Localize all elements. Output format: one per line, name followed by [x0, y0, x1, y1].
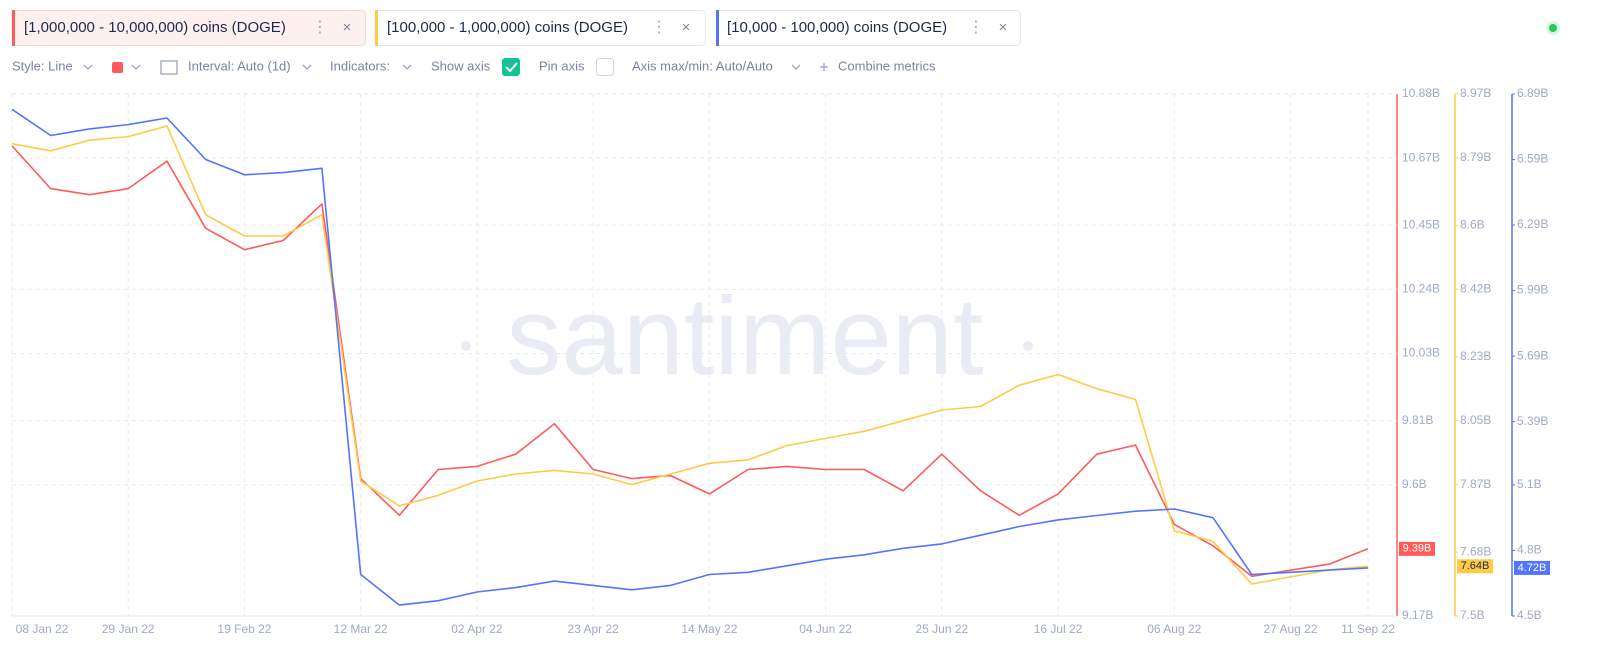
x-tick-label: 11 Sep 22	[1341, 622, 1395, 636]
tab-label: [100,000 - 1,000,000) coins (DOGE)	[387, 19, 628, 36]
value-badge	[1399, 541, 1435, 556]
y-tick-label: 8.42B	[1460, 281, 1491, 295]
series-line	[11, 125, 1369, 585]
x-tick-label: 23 Apr 22	[567, 622, 619, 636]
axis-select[interactable]: Axis max/min: Auto/Auto	[632, 58, 773, 73]
y-tick-label: 7.5B	[1460, 608, 1485, 622]
y-tick-label: 5.39B	[1517, 414, 1548, 428]
show-axis-label: Show axis	[431, 58, 491, 73]
x-tick-label: 14 May 22	[681, 622, 737, 636]
status-dot	[1549, 24, 1557, 32]
x-tick-label: 19 Feb 22	[217, 622, 271, 636]
y-tick-label: 10.88B	[1402, 86, 1440, 100]
y-tick-label: 5.99B	[1517, 283, 1548, 297]
y-tick-label: 7.87B	[1460, 477, 1491, 491]
svg-text:×: ×	[682, 19, 691, 36]
value-label: 9.39B	[1403, 543, 1432, 555]
style-select[interactable]: Style: Line	[12, 58, 73, 73]
combine-metrics[interactable]: Combine metrics	[838, 58, 936, 73]
y-tick-label: 9.81B	[1402, 413, 1433, 427]
series-line	[11, 145, 1369, 578]
pin-axis-checkbox[interactable]	[596, 58, 614, 76]
indicators-select[interactable]: Indicators:	[330, 58, 390, 73]
series-line	[11, 108, 1369, 606]
metric-tab[interactable]: [100,000 - 1,000,000) coins (DOGE) ⋮ ×	[375, 10, 706, 46]
toolbar: Style: Line Interval: Auto (1d) Indicato…	[12, 58, 936, 76]
svg-text:×: ×	[999, 19, 1008, 36]
y-tick-label: 6.29B	[1517, 217, 1548, 231]
y-tick-label: 4.5B	[1517, 608, 1542, 622]
y-tick-label: 8.79B	[1460, 150, 1491, 164]
y-tick-label: 10.03B	[1402, 346, 1440, 360]
watermark: santiment	[507, 275, 984, 398]
x-tick-label: 27 Aug 22	[1263, 622, 1317, 636]
x-tick-label: 08 Jan 22	[16, 622, 69, 636]
tab-label: [1,000,000 - 10,000,000) coins (DOGE)	[24, 19, 286, 36]
y-tick-label: 8.23B	[1460, 349, 1491, 363]
svg-text:⋮: ⋮	[968, 19, 984, 36]
value-label: 4.72B	[1518, 562, 1547, 574]
svg-text:⋮: ⋮	[651, 19, 667, 36]
y-tick-label: 8.05B	[1460, 413, 1491, 427]
metric-tab[interactable]: [10,000 - 100,000) coins (DOGE) ⋮ ×	[716, 10, 1021, 46]
value-badge	[1514, 560, 1550, 575]
x-tick-label: 25 Jun 22	[915, 622, 968, 636]
y-tick-label: 10.67B	[1402, 150, 1440, 164]
y-tick-label: 4.8B	[1517, 543, 1542, 557]
pin-axis-label: Pin axis	[539, 58, 585, 73]
svg-text:×: ×	[343, 19, 352, 36]
y-tick-label: 8.6B	[1460, 218, 1485, 232]
y-tick-label: 5.69B	[1517, 348, 1548, 362]
y-tick-label: 7.68B	[1460, 544, 1491, 558]
x-tick-label: 29 Jan 22	[102, 622, 155, 636]
y-tick-label: 6.59B	[1517, 152, 1548, 166]
show-axis-checkbox[interactable]	[502, 58, 520, 76]
interval-select[interactable]: Interval: Auto (1d)	[188, 58, 291, 73]
y-tick-label: 8.97B	[1460, 86, 1491, 100]
x-tick-label: 04 Jun 22	[799, 622, 852, 636]
value-badge	[1457, 559, 1493, 574]
y-tick-label: 10.45B	[1402, 217, 1440, 231]
value-label: 7.64B	[1461, 560, 1490, 572]
tab-label: [10,000 - 100,000) coins (DOGE)	[727, 19, 947, 36]
x-tick-label: 16 Jul 22	[1034, 622, 1083, 636]
svg-text:⋮: ⋮	[312, 19, 328, 36]
y-tick-label: 9.6B	[1402, 477, 1427, 491]
metric-tab[interactable]: [1,000,000 - 10,000,000) coins (DOGE) ⋮ …	[12, 10, 366, 46]
y-tick-label: 6.89B	[1517, 86, 1548, 100]
y-tick-label: 5.1B	[1517, 477, 1542, 491]
x-tick-label: 12 Mar 22	[334, 622, 388, 636]
y-tick-label: 10.24B	[1402, 282, 1440, 296]
y-tick-label: 9.17B	[1402, 608, 1433, 622]
x-tick-label: 06 Aug 22	[1147, 622, 1201, 636]
x-tick-label: 02 Apr 22	[451, 622, 503, 636]
